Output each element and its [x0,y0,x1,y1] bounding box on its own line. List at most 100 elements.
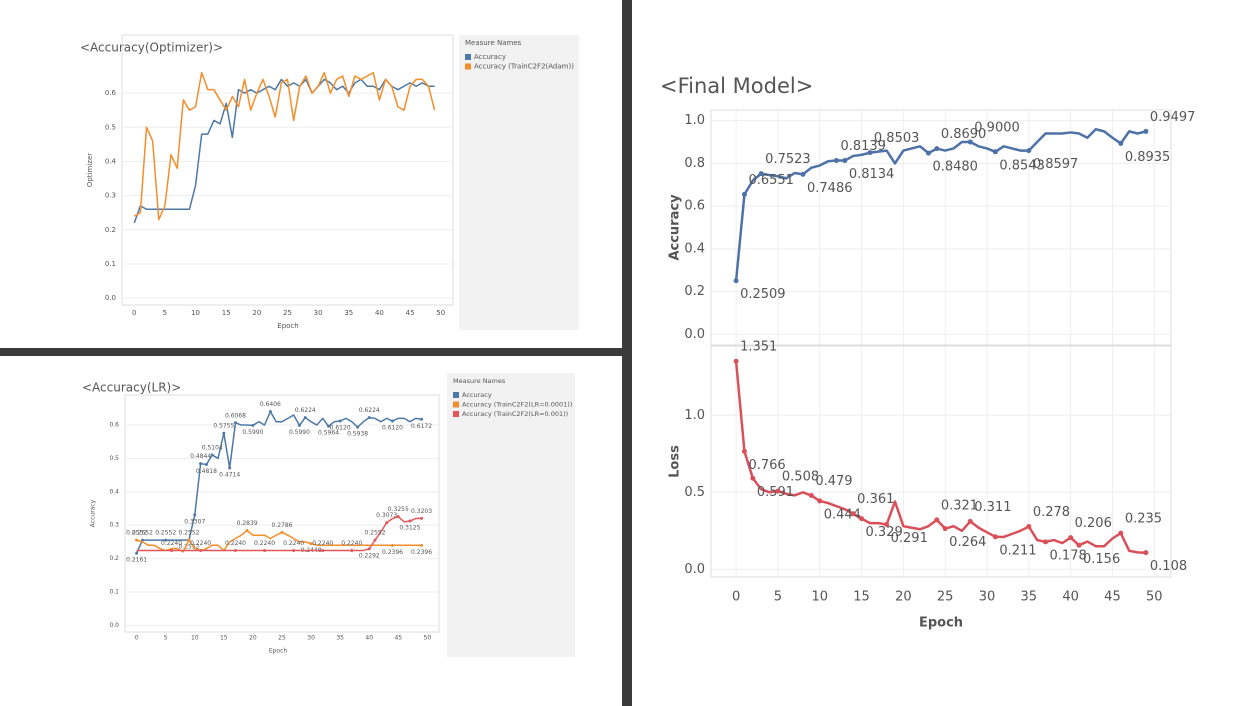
data-label: 0.2240 [161,540,182,547]
y-tick-label: 0.6 [109,422,119,429]
y-tick-label: 0.6 [684,199,705,214]
data-label: 0.2396 [382,549,403,556]
data-label: 0.2839 [237,520,258,527]
y-tick-label: 0.3 [105,192,116,200]
data-label: 0.2240 [254,540,275,547]
x-tick-label: 50 [436,309,445,317]
data-label: 0.291 [891,531,928,546]
y-tick-label: 0.0 [105,294,116,302]
y-tick-label: 0.1 [109,588,119,595]
data-label: 0.5938 [347,431,368,438]
x-axis-label: Epoch [269,648,288,655]
y-tick-label: 0.4 [109,488,119,495]
y-axis-label: Accuracy [668,194,683,261]
y-tick-label: 0.6 [105,89,117,97]
point [741,448,747,454]
data-label: 0.7523 [765,152,811,167]
data-label: 0.508 [782,470,819,485]
point [800,171,806,177]
point [758,171,764,177]
point [992,149,998,155]
y-tick-label: 0.1 [105,260,116,268]
point [420,417,424,421]
data-label: 0.2240 [283,540,304,547]
point [1026,523,1032,529]
point [1026,148,1032,154]
point [390,419,394,423]
x-tick-label: 40 [365,635,373,642]
point [992,534,998,540]
data-label: 0.206 [1075,516,1112,531]
data-label: 0.591 [757,485,794,500]
point [1043,539,1049,545]
y-tick-label: 0.0 [684,327,705,342]
data-label: 0.2292 [359,552,380,559]
y-tick-label: 0.5 [109,455,119,462]
point [245,529,249,533]
point [297,423,301,427]
data-label: 0.3073 [376,512,397,519]
data-label: 0.6120 [330,425,351,432]
x-axis-label: Epoch [277,322,298,330]
plot-frame [710,345,1172,578]
chart-title: <Final Model> [660,74,813,98]
data-label: 0.211 [999,543,1036,558]
x-tick-label: 5 [774,590,782,605]
data-label: 1.351 [740,340,777,355]
data-label: 0.6406 [260,401,281,408]
point [233,421,237,425]
y-tick-label: 0.8 [684,156,705,171]
data-label: 0.7486 [807,181,853,196]
divider [622,0,632,706]
data-label: 0.2240 [341,540,362,547]
legend-swatch [465,54,471,60]
data-label: 0.3255 [388,506,409,513]
point [268,409,272,413]
point [925,150,931,156]
point [135,551,139,555]
y-tick-label: 0.2 [684,284,705,299]
point [934,517,940,523]
data-label: 0.264 [949,535,986,550]
point [842,158,848,164]
y-tick-label: 0.4 [105,157,117,165]
legend-label: Accuracy (TrainC2F2(Adam)) [474,63,574,71]
data-label: 0.5964 [318,430,339,437]
data-label: 0.5990 [289,429,310,436]
y-axis-label: Accuracy [90,499,97,527]
point [327,424,331,428]
data-label: 0.8139 [840,139,886,154]
y-tick-label: 1.0 [684,408,705,423]
data-label: 0.5104 [202,444,223,451]
legend-swatch [453,411,459,417]
data-label: 0.444 [824,507,861,522]
data-label: 0.2509 [740,287,786,302]
point [228,466,232,470]
point [303,416,307,420]
point [321,549,325,553]
x-tick-label: 0 [732,590,740,605]
data-label: 0.321 [941,498,978,513]
x-tick-label: 20 [895,590,912,605]
point [934,146,940,152]
point [775,488,781,494]
x-tick-label: 15 [222,309,231,317]
point [251,423,255,427]
x-tick-label: 10 [811,590,828,605]
data-label: 0.4844 [190,453,211,460]
point [338,419,342,423]
data-label: 0.2396 [411,549,432,556]
x-tick-label: 25 [278,635,286,642]
point [817,498,823,504]
point [199,549,203,553]
data-label: 0.5755 [213,423,234,430]
point [967,139,973,145]
x-tick-label: 50 [1146,590,1163,605]
x-tick-label: 40 [375,309,384,317]
y-tick-label: 0.4 [684,241,705,256]
data-label: 0.9497 [1150,110,1196,125]
plot-frame [710,109,1172,346]
point [808,493,814,499]
legend-label: Accuracy (TrainC2F2(LR=0.001)) [462,410,568,418]
